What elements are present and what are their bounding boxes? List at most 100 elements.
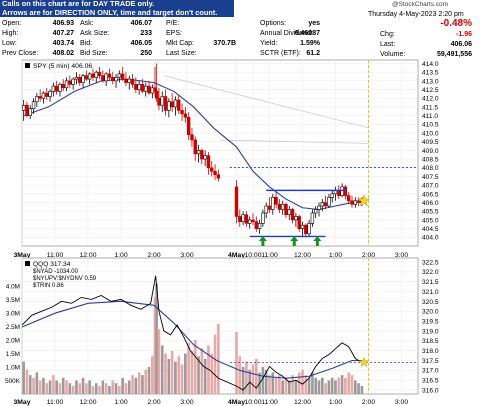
spy-candle-body bbox=[170, 101, 174, 108]
volume-bar bbox=[235, 331, 238, 394]
volume-bar bbox=[42, 377, 45, 394]
volume-bar bbox=[71, 385, 75, 394]
volume-bar bbox=[141, 375, 144, 394]
qqq-y-tick-label: 319.5 bbox=[422, 318, 439, 325]
volume-tick-label: 500K bbox=[5, 378, 21, 385]
spy-y-tick-label: 414.0 bbox=[422, 61, 439, 68]
spy-x-tick-label: 2:00 bbox=[147, 252, 160, 259]
volume-bar bbox=[297, 372, 301, 394]
bid-size-value: 250 bbox=[140, 50, 152, 57]
spy-candle-body bbox=[280, 203, 285, 210]
buy-arrow-icon bbox=[258, 236, 267, 246]
qqq-x-tick-label: 4May bbox=[228, 399, 245, 406]
spy-candle-body bbox=[186, 117, 191, 136]
volume-bar bbox=[337, 377, 341, 394]
spy-candle-body bbox=[154, 90, 159, 99]
qqq-x-tick-label: 3:00 bbox=[180, 399, 193, 406]
spy-candle-body bbox=[64, 80, 69, 89]
last-label: Last: bbox=[380, 41, 396, 48]
spy-candle-body bbox=[107, 73, 112, 78]
spy-candle-body bbox=[177, 99, 181, 111]
spy-candle-body bbox=[200, 150, 204, 160]
volume-bar bbox=[245, 361, 248, 394]
spy-candle-body bbox=[157, 97, 161, 106]
prev-close-value: 408.02 bbox=[52, 50, 74, 57]
volume-bar bbox=[238, 356, 242, 394]
volume-bar bbox=[61, 377, 65, 394]
spy-candle-body bbox=[180, 110, 184, 115]
volume-bar bbox=[301, 369, 304, 394]
volume-bar bbox=[68, 383, 72, 394]
volume-bar bbox=[288, 380, 291, 394]
qqq-y-tick-label: 321.5 bbox=[422, 279, 439, 286]
volume-bar bbox=[98, 385, 101, 394]
spy-candle-body bbox=[45, 92, 49, 97]
volume-bar bbox=[255, 358, 258, 394]
volume-bar bbox=[180, 364, 184, 394]
spy-candle-body bbox=[134, 84, 138, 90]
spy-candle-body bbox=[284, 203, 288, 216]
volume-value: 59,491,556 bbox=[436, 51, 472, 58]
spy-candle-body bbox=[320, 202, 324, 207]
spy-candle-body bbox=[120, 73, 125, 80]
top-plot-frame bbox=[21, 59, 419, 247]
spy-y-tick-label: 412.5 bbox=[422, 87, 439, 94]
spy-candle-body bbox=[54, 85, 59, 92]
qqq-y-tick-label: 322.5 bbox=[422, 259, 439, 266]
spy-candle-body bbox=[160, 96, 164, 106]
volume-bar bbox=[160, 345, 164, 394]
high-label: High: bbox=[2, 30, 19, 37]
spy-candle-body bbox=[238, 216, 242, 222]
spy-candle-body bbox=[313, 209, 318, 214]
volume-bar bbox=[88, 380, 91, 394]
spy-candle-body bbox=[104, 73, 108, 82]
bid-label: Bid: bbox=[80, 40, 93, 47]
qqq-moving-average bbox=[21, 300, 362, 379]
volume-label: Volume: bbox=[380, 51, 406, 58]
volume-bar bbox=[200, 348, 204, 394]
volume-bar bbox=[81, 377, 85, 394]
volume-bar bbox=[157, 329, 161, 394]
volume-bar bbox=[317, 380, 321, 394]
qqq-x-tick-label: 2:00 bbox=[362, 399, 375, 406]
trend-guide-line bbox=[163, 75, 369, 129]
spy-candle-body bbox=[153, 87, 157, 92]
volume-bar bbox=[28, 375, 32, 394]
spy-candle-body bbox=[74, 77, 79, 80]
spy-candle-body bbox=[248, 219, 252, 224]
annual-dividend-value: 6.46087 bbox=[294, 30, 320, 37]
volume-bar bbox=[134, 377, 138, 394]
yield-label: Yield: bbox=[260, 40, 278, 47]
spy-x-tick-label: 10:00 bbox=[244, 252, 261, 259]
spy-candle-body bbox=[94, 71, 98, 78]
volume-bar bbox=[203, 358, 207, 394]
volume-bar bbox=[137, 372, 141, 394]
spy-candle-body bbox=[41, 92, 46, 99]
bid-size-label: Bid Size: bbox=[80, 50, 108, 57]
spy-y-tick-label: 412.0 bbox=[422, 96, 439, 103]
qqq-y-tick-label: 318.5 bbox=[422, 338, 439, 345]
volume-bar bbox=[45, 383, 49, 394]
options-label: Options: bbox=[260, 20, 287, 27]
spy-candle-body bbox=[267, 205, 272, 210]
high-value: 407.27 bbox=[52, 30, 74, 37]
change-percent: -0.48% bbox=[440, 18, 472, 29]
volume-bar bbox=[304, 375, 308, 394]
open-label: Open: bbox=[2, 20, 22, 27]
volume-bar bbox=[190, 350, 194, 394]
spy-x-tick-label: 3:00 bbox=[180, 252, 193, 259]
volume-bar bbox=[344, 377, 347, 394]
spy-y-tick-label: 411.0 bbox=[422, 113, 438, 120]
options-value: yes bbox=[308, 20, 320, 27]
spy-moving-average bbox=[23, 78, 362, 211]
spy-legend-swatch bbox=[25, 63, 30, 68]
qqq-y-tick-label: 319.0 bbox=[422, 328, 439, 335]
volume-bar bbox=[153, 296, 157, 394]
qqq-y-tick-label: 316.0 bbox=[422, 387, 439, 394]
eps-label: EPS: bbox=[166, 30, 182, 37]
volume-bar bbox=[151, 356, 154, 394]
spy-candle-body bbox=[163, 96, 168, 111]
volume-bar bbox=[35, 372, 39, 394]
spy-candle-body bbox=[124, 78, 128, 83]
spy-y-tick-label: 408.5 bbox=[422, 156, 439, 163]
